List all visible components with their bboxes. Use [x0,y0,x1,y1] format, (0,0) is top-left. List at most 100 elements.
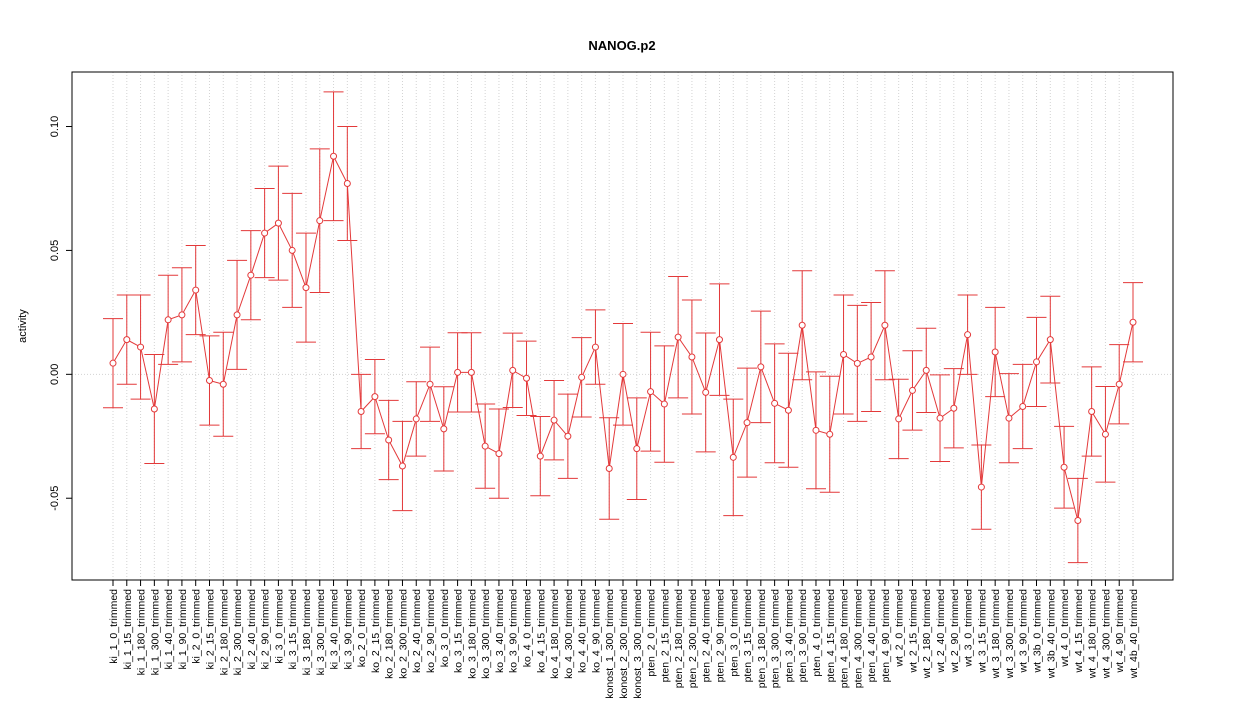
point [991,348,999,356]
x-tick-label: pten_3_40_trimmed [783,589,795,683]
x-tick-label: ki_3_15_trimmed [287,589,299,670]
point [798,321,806,329]
x-tick-label: ki_1_180_trimmed [136,589,148,676]
x-tick-label: ko_2_0_trimmed [356,589,368,667]
point [826,430,834,438]
point [385,436,393,444]
point [578,373,586,381]
point [371,393,379,401]
x-tick-label: pten_2_15_trimmed [659,589,671,683]
x-tick-label: pten_4_40_trimmed [866,589,878,683]
point [1129,318,1137,326]
point [440,425,448,433]
point [853,359,861,367]
x-tick-label: wt_4_0_trimmed [1059,589,1071,668]
point [426,380,434,388]
x-tick-label: wt_4_300_trimmed [1100,589,1112,679]
point [123,336,131,344]
point [1060,463,1068,471]
point [784,406,792,414]
point [274,219,282,227]
x-tick-label: pten_3_180_trimmed [756,589,768,688]
point [550,416,558,424]
point [964,331,972,339]
x-tick-label: ko_2_15_trimmed [370,589,382,673]
x-tick-label: ki_1_40_trimmed [163,589,175,670]
point [1115,380,1123,388]
x-tick-label: wt_4b_40_trimmed [1128,589,1140,679]
point [412,415,420,423]
x-tick-label: wt_3_15_trimmed [976,589,988,674]
x-tick-label: ki_1_90_trimmed [177,589,189,670]
x-tick-label: ki_2_40_trimmed [246,589,258,670]
point [908,386,916,394]
point [867,353,875,361]
x-tick-label: ko_4_15_trimmed [535,589,547,673]
x-tick-label: konost_3_300_trimmed [632,589,644,699]
x-tick-label: ki_2_180_trimmed [218,589,230,676]
point [1005,414,1013,422]
point [950,404,958,412]
x-tick-label: ki_3_180_trimmed [301,589,313,676]
point [150,405,158,413]
x-tick-label: pten_3_15_trimmed [742,589,754,683]
x-tick-label: konost_2_300_trimmed [618,589,630,699]
x-tick-label: ko_2_90_trimmed [425,589,437,673]
point [1074,517,1082,525]
point [633,445,641,453]
y-tick-label: -0.05 [49,486,61,511]
point [288,246,296,254]
x-tick-label: wt_2_0_trimmed [894,589,906,668]
x-tick-label: ki_3_40_trimmed [329,589,341,670]
point [771,399,779,407]
point [233,311,241,319]
x-tick-label: pten_3_300_trimmed [770,589,782,688]
point [605,464,613,472]
x-tick-label: wt_4_180_trimmed [1087,589,1099,679]
x-tick-label: pten_4_180_trimmed [839,589,851,688]
point [343,180,351,188]
x-tick-label: ki_1_300_trimmed [149,589,161,676]
point [757,363,765,371]
x-tick-label: wt_2_40_trimmed [935,589,947,674]
y-tick-label: 0.00 [49,364,61,385]
point [591,343,599,351]
point [523,374,531,382]
x-tick-label: wt_2_90_trimmed [949,589,961,674]
x-tick-label: ko_3_0_trimmed [439,589,451,667]
x-tick-label: ko_2_300_trimmed [397,589,409,679]
x-tick-label: pten_3_0_trimmed [728,589,740,677]
x-tick-label: ki_2_300_trimmed [232,589,244,676]
y-tick-label: 0.05 [49,240,61,261]
point [674,333,682,341]
point [1019,403,1027,411]
point [564,432,572,440]
x-tick-label: wt_2_15_trimmed [907,589,919,674]
point [357,407,365,415]
point [536,452,544,460]
x-tick-label: konost_1_300_trimmed [604,589,616,699]
point [316,217,324,225]
point [647,388,655,396]
x-tick-label: ko_4_180_trimmed [549,589,561,679]
point [495,450,503,458]
x-tick-label: ko_4_0_trimmed [522,589,534,667]
point [205,377,213,385]
x-tick-label: ko_3_15_trimmed [453,589,465,673]
x-tick-label: pten_2_40_trimmed [701,589,713,683]
point [509,366,517,374]
x-tick-label: wt_3_0_trimmed [963,589,975,668]
plot-frame [71,71,1174,581]
point [936,414,944,422]
x-tick-label: pten_2_300_trimmed [687,589,699,688]
point [812,426,820,434]
x-tick-label: ki_3_90_trimmed [342,589,354,670]
x-tick-label: ko_3_300_trimmed [480,589,492,679]
x-tick-label: wt_3_90_trimmed [1018,589,1030,674]
x-tick-label: wt_3_180_trimmed [990,589,1002,679]
x-tick-label: ki_2_15_trimmed [204,589,216,670]
point [840,350,848,358]
point [895,415,903,423]
point [688,353,696,361]
